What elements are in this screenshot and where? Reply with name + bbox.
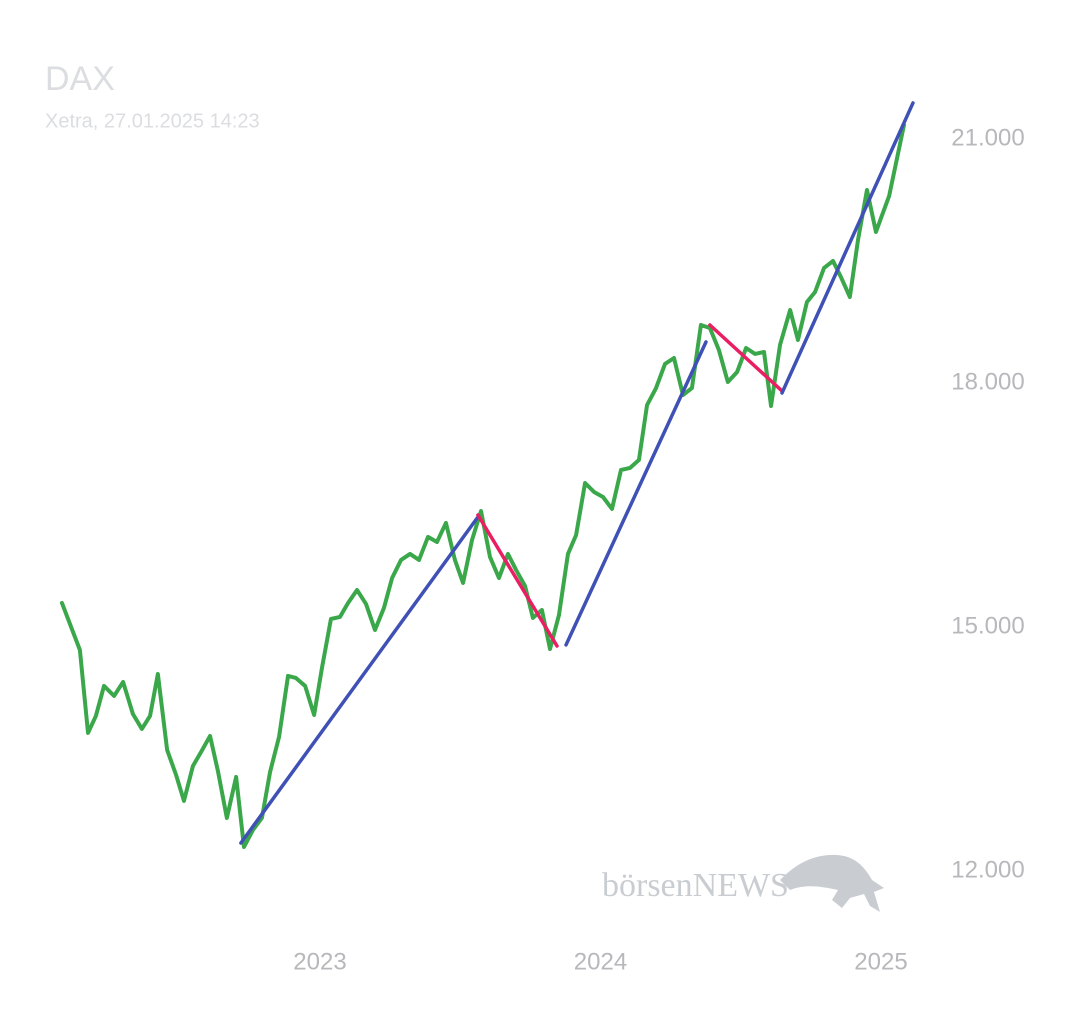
price-line bbox=[59, 122, 906, 849]
trend-line bbox=[239, 515, 480, 845]
y-tick-label: 12.000 bbox=[951, 856, 1024, 883]
trend-line bbox=[708, 323, 784, 393]
trend-line bbox=[564, 340, 708, 647]
bull-icon bbox=[780, 854, 884, 912]
x-tick-label: 2025 bbox=[854, 948, 907, 975]
watermark-logo: börsenNEWS bbox=[602, 854, 884, 912]
chart-subtitle: Xetra, 27.01.2025 14:23 bbox=[45, 110, 260, 132]
watermark: börsenNEWS bbox=[602, 867, 789, 904]
y-tick-label: 15.000 bbox=[951, 612, 1024, 639]
chart-title: DAX bbox=[45, 60, 115, 98]
x-tick-label: 2023 bbox=[293, 948, 346, 975]
trend-line bbox=[780, 101, 915, 395]
x-tick-label: 2024 bbox=[574, 948, 627, 975]
y-tick-label: 21.000 bbox=[951, 124, 1024, 151]
trend-line bbox=[476, 513, 559, 648]
y-tick-label: 18.000 bbox=[951, 368, 1024, 395]
